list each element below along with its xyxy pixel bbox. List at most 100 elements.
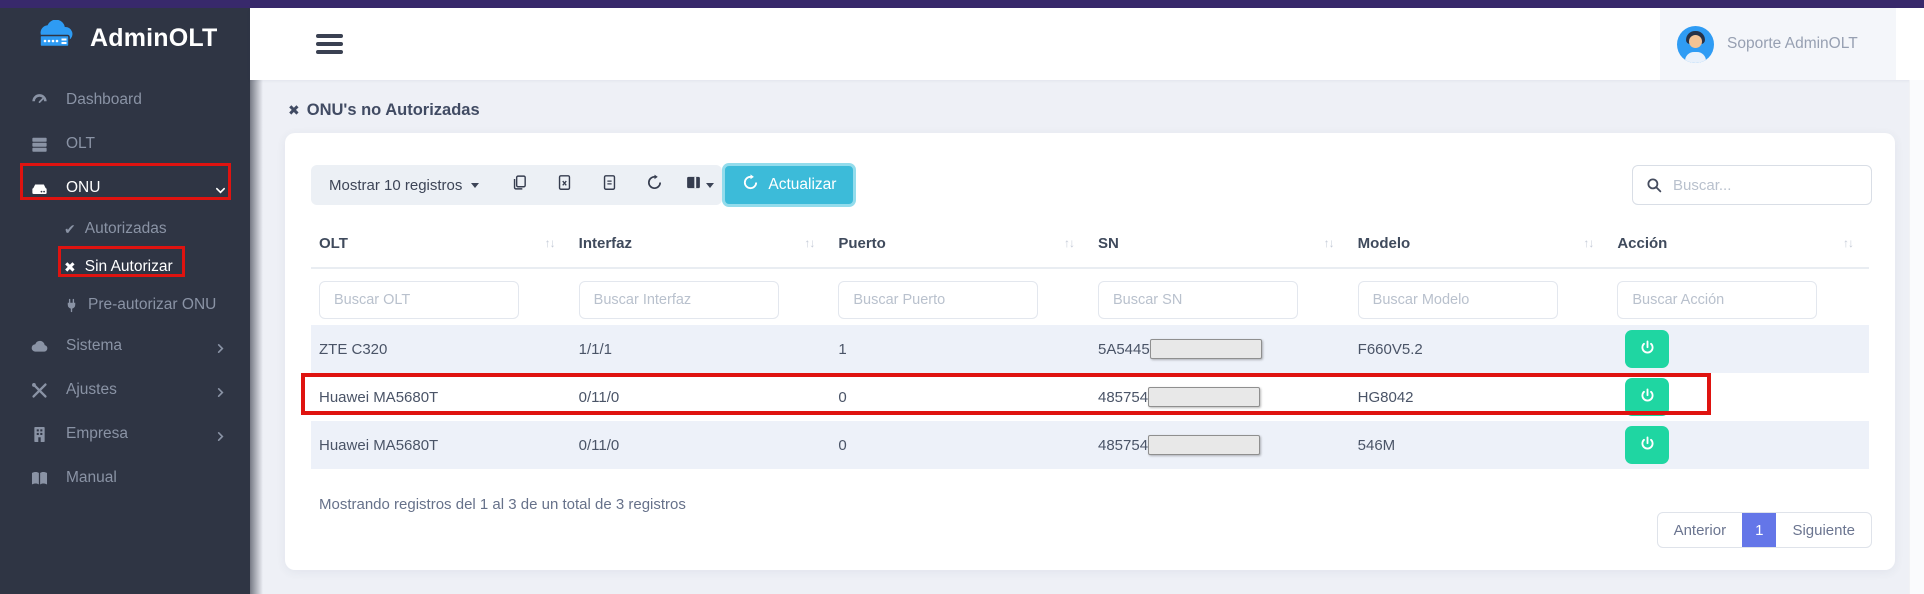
- column-header-accion[interactable]: Acción ↑↓: [1617, 234, 1854, 252]
- filter-sn-input[interactable]: [1097, 281, 1298, 319]
- excel-export-button[interactable]: [542, 165, 587, 205]
- power-icon: [1639, 435, 1656, 455]
- refresh-icon: [742, 174, 759, 196]
- cell-modelo: F660V5.2: [1357, 340, 1423, 358]
- cell-accion: [1609, 330, 1869, 368]
- chevron-right-icon: [215, 385, 226, 397]
- actualizar-button[interactable]: Actualizar: [722, 163, 857, 207]
- sidebar-item-ajustes[interactable]: Ajustes: [0, 368, 250, 412]
- hamburger-menu-icon[interactable]: [316, 31, 343, 57]
- sidebar-item-manual[interactable]: Manual: [0, 456, 250, 500]
- onu-table: OLT ↑↓ Interfaz ↑↓ Puerto ↑↓ SN ↑↓ Modelo ↑↓ …: [311, 219, 1869, 513]
- sidebar-item-label: Sin Autorizar: [84, 258, 173, 275]
- filter-accion-input[interactable]: [1617, 281, 1818, 319]
- copy-icon: [511, 174, 528, 196]
- refresh-icon: [646, 174, 663, 196]
- check-icon: ✔: [64, 221, 76, 237]
- table-filter-row: [311, 269, 1869, 325]
- power-icon: [1639, 387, 1656, 407]
- caret-down-icon: [471, 182, 480, 188]
- cell-olt: ZTE C320: [319, 340, 388, 358]
- sidebar-menu: Dashboard OLT ONU ✔ Autorizadas: [0, 78, 250, 500]
- column-header-modelo[interactable]: Modelo ↑↓: [1357, 234, 1595, 252]
- sort-icon[interactable]: ↑↓: [1063, 236, 1075, 250]
- copy-button[interactable]: [497, 165, 542, 205]
- sort-icon[interactable]: ↑↓: [1842, 236, 1854, 250]
- server-icon: [30, 135, 49, 154]
- caret-down-icon: [706, 182, 715, 188]
- sort-icon[interactable]: ↑↓: [804, 236, 815, 250]
- file-export-button[interactable]: [587, 165, 632, 205]
- cell-interfaz: 0/11/0: [578, 388, 620, 406]
- filter-puerto-input[interactable]: [838, 281, 1039, 319]
- sort-icon[interactable]: ↑↓: [1323, 236, 1335, 250]
- filter-olt-input[interactable]: [319, 281, 519, 319]
- sn-redaction-patch: [1149, 339, 1262, 359]
- x-icon: ✖: [64, 259, 76, 275]
- page-length-dropdown[interactable]: Mostrar 10 registros: [311, 177, 497, 194]
- table-card: Mostrar 10 registros: [285, 133, 1895, 570]
- cell-modelo: 546M: [1357, 436, 1396, 454]
- brand-logo[interactable]: AdminOLT: [34, 19, 218, 57]
- book-icon: [30, 469, 49, 488]
- sidebar-item-sistema[interactable]: Sistema: [0, 324, 250, 368]
- sidebar-item-onu[interactable]: ONU: [0, 166, 250, 210]
- pagination-prev-button[interactable]: Anterior: [1673, 521, 1727, 539]
- table-toolbar: Mostrar 10 registros: [311, 163, 1872, 207]
- column-visibility-button[interactable]: [677, 165, 722, 205]
- column-header-sn[interactable]: SN ↑↓: [1097, 234, 1335, 252]
- table-row-highlighted: Huawei MA5680T 0/11/0 0 485754 HG8042: [311, 373, 1869, 421]
- authorize-power-button[interactable]: [1625, 426, 1670, 464]
- sidebar-item-sin-autorizar[interactable]: ✖ Sin Autorizar: [0, 248, 250, 286]
- authorize-power-button[interactable]: [1625, 330, 1670, 368]
- plug-icon: [64, 298, 79, 313]
- cloud-icon: [30, 337, 49, 356]
- column-header-olt[interactable]: OLT ↑↓: [319, 234, 556, 252]
- sidebar-item-label: Empresa: [66, 425, 129, 442]
- authorize-power-button[interactable]: [1625, 378, 1670, 416]
- sidebar-item-olt[interactable]: OLT: [0, 122, 250, 166]
- cell-puerto: 0: [838, 436, 847, 454]
- column-header-interfaz[interactable]: Interfaz ↑↓: [578, 234, 816, 252]
- brand-cloud-olt-icon: [34, 19, 82, 57]
- sidebar-item-label: Ajustes: [66, 381, 117, 398]
- pagination-next-button[interactable]: Siguiente: [1792, 521, 1855, 539]
- modem-icon: [30, 179, 49, 198]
- brand-name: AdminOLT: [90, 24, 218, 52]
- reload-table-button[interactable]: [632, 165, 677, 205]
- cell-accion: [1609, 378, 1869, 416]
- cell-interfaz: 1/1/1: [578, 340, 613, 358]
- scrollbar-track[interactable]: [1909, 80, 1924, 594]
- user-menu[interactable]: Soporte AdminOLT: [1660, 8, 1896, 80]
- document-icon: [601, 174, 618, 196]
- chevron-right-icon: [215, 341, 226, 353]
- chevron-down-icon: [215, 183, 226, 194]
- pagination-page-1[interactable]: 1: [1742, 513, 1777, 547]
- column-header-puerto[interactable]: Puerto ↑↓: [838, 234, 1075, 252]
- cell-puerto: 1: [838, 340, 847, 358]
- sidebar-item-autorizadas[interactable]: ✔ Autorizadas: [0, 210, 250, 248]
- avatar: [1677, 25, 1714, 63]
- tools-icon: [30, 381, 49, 400]
- filter-interfaz-input[interactable]: [578, 281, 779, 319]
- sidebar-item-dashboard[interactable]: Dashboard: [0, 78, 250, 122]
- sidebar-item-label: Autorizadas: [84, 220, 167, 237]
- sort-icon[interactable]: ↑↓: [1583, 236, 1594, 250]
- table-search: [1632, 165, 1872, 205]
- cell-olt: Huawei MA5680T: [319, 388, 439, 406]
- cell-sn: 485754: [1090, 435, 1350, 455]
- sidebar-item-pre-autorizar[interactable]: Pre-autorizar ONU: [0, 286, 250, 324]
- table-row: Huawei MA5680T 0/11/0 0 485754 546M: [311, 421, 1869, 469]
- search-input[interactable]: [1632, 165, 1872, 205]
- sidebar-item-label: Sistema: [66, 337, 122, 354]
- table-row: ZTE C320 1/1/1 1 5A5445 F660V5.2: [311, 325, 1869, 373]
- filter-modelo-input[interactable]: [1357, 281, 1558, 319]
- sort-icon[interactable]: ↑↓: [544, 236, 556, 250]
- topbar: Soporte AdminOLT: [250, 8, 1924, 80]
- power-icon: [1639, 339, 1656, 359]
- cell-modelo: HG8042: [1357, 388, 1414, 406]
- cell-puerto: 0: [838, 388, 847, 406]
- sidebar-item-empresa[interactable]: Empresa: [0, 412, 250, 456]
- sidebar-item-label: OLT: [66, 135, 95, 152]
